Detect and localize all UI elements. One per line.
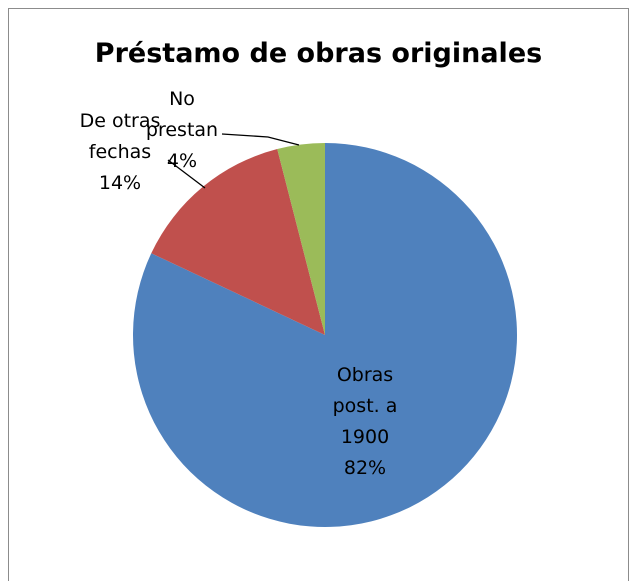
category-label: Obras post. a 1900 — [332, 364, 398, 448]
value-label: 14% — [98, 172, 142, 194]
slice-label: Obras post. a 1900 82% — [320, 360, 410, 484]
pie-slice — [277, 143, 325, 335]
slice-label: No prestan 4% — [145, 84, 220, 177]
slices — [133, 143, 518, 527]
leader-line — [221, 133, 300, 146]
slice-label: De otras fechas 14% — [73, 106, 168, 199]
category-label: De otras fechas — [79, 110, 161, 163]
value-label: 82% — [343, 457, 387, 479]
pie-slice — [151, 149, 325, 335]
chart-border — [8, 8, 629, 581]
value-label: 4% — [166, 150, 198, 172]
leader-line — [167, 159, 206, 189]
category-label: No prestan — [145, 88, 219, 141]
chart-title: Préstamo de obras originales — [94, 38, 543, 69]
pie-slice — [133, 143, 518, 527]
